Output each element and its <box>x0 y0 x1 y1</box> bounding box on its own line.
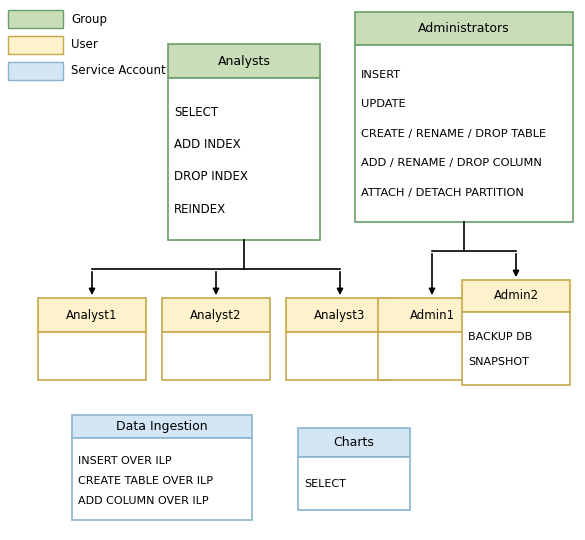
Text: INSERT: INSERT <box>361 70 401 80</box>
Text: Admin1: Admin1 <box>410 309 455 322</box>
Bar <box>355 12 573 45</box>
Text: ADD / RENAME / DROP COLUMN: ADD / RENAME / DROP COLUMN <box>361 158 542 168</box>
Text: REINDEX: REINDEX <box>174 203 226 216</box>
Text: Group: Group <box>71 12 107 25</box>
Bar <box>168 78 320 240</box>
Bar <box>8 10 63 28</box>
Bar <box>298 457 410 510</box>
Bar <box>462 280 570 312</box>
Bar <box>462 312 570 385</box>
Text: ADD COLUMN OVER ILP: ADD COLUMN OVER ILP <box>78 496 209 507</box>
Bar <box>286 298 394 333</box>
Text: SNAPSHOT: SNAPSHOT <box>468 357 529 367</box>
Text: Service Account: Service Account <box>71 64 166 78</box>
Text: ATTACH / DETACH PARTITION: ATTACH / DETACH PARTITION <box>361 188 524 198</box>
Bar <box>8 36 63 54</box>
Text: Analysts: Analysts <box>218 55 270 68</box>
Bar <box>162 333 270 380</box>
Text: Analyst3: Analyst3 <box>314 309 366 322</box>
Text: Analyst1: Analyst1 <box>66 309 118 322</box>
Bar <box>72 438 252 520</box>
Text: Analyst2: Analyst2 <box>190 309 242 322</box>
Bar <box>162 298 270 333</box>
Bar <box>355 45 573 222</box>
Bar <box>298 428 410 457</box>
Text: CREATE TABLE OVER ILP: CREATE TABLE OVER ILP <box>78 476 213 486</box>
Bar <box>8 62 63 80</box>
Text: BACKUP DB: BACKUP DB <box>468 332 532 342</box>
Text: Charts: Charts <box>333 436 374 449</box>
Text: User: User <box>71 38 98 51</box>
Text: SELECT: SELECT <box>304 480 346 489</box>
Bar <box>168 44 320 78</box>
Text: INSERT OVER ILP: INSERT OVER ILP <box>78 456 171 465</box>
Bar <box>38 333 146 380</box>
Text: ADD INDEX: ADD INDEX <box>174 138 240 151</box>
Text: CREATE / RENAME / DROP TABLE: CREATE / RENAME / DROP TABLE <box>361 129 546 139</box>
Text: UPDATE: UPDATE <box>361 99 405 109</box>
Bar <box>72 415 252 438</box>
Bar <box>378 333 486 380</box>
Text: Administrators: Administrators <box>418 22 510 35</box>
Bar <box>378 298 486 333</box>
Text: Admin2: Admin2 <box>493 289 539 302</box>
Text: SELECT: SELECT <box>174 106 218 119</box>
Text: Data Ingestion: Data Ingestion <box>116 420 208 433</box>
Bar <box>38 298 146 333</box>
Text: DROP INDEX: DROP INDEX <box>174 171 248 184</box>
Bar <box>286 333 394 380</box>
